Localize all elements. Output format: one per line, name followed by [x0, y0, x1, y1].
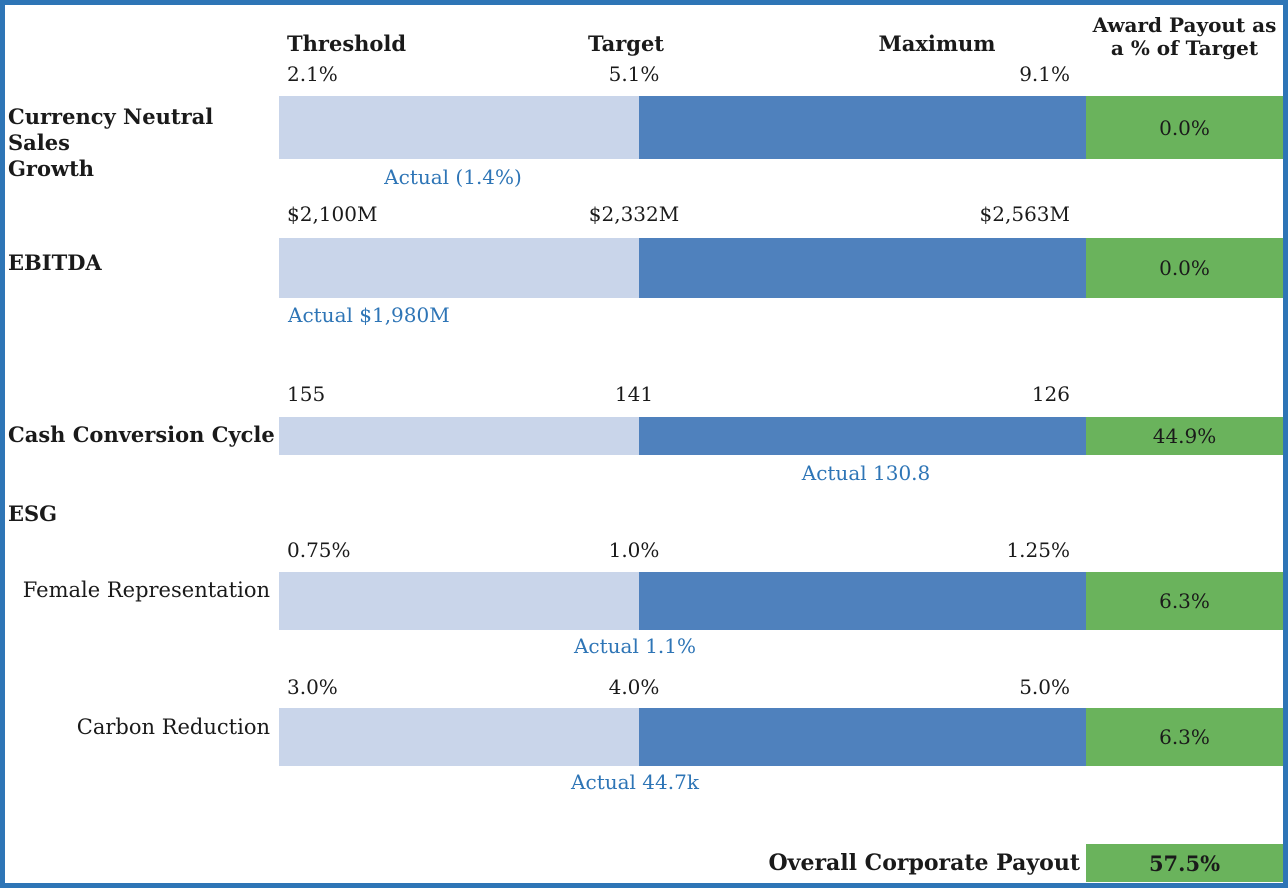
award-payout-column-header: Award Payout as a % of Target: [1092, 13, 1277, 60]
threshold-to-target-bar-segment: [279, 417, 639, 455]
maximum-column-header: Maximum: [878, 31, 996, 56]
target-value: 4.0%: [608, 675, 660, 699]
target-to-maximum-bar-segment: [639, 96, 1086, 159]
metric-label: Female Representation: [22, 578, 270, 602]
metric-label: Currency Neutral Sales Growth: [8, 104, 214, 181]
esg-section-header: ESG: [8, 501, 58, 526]
actual-value-label: Actual 130.8: [801, 461, 931, 485]
maximum-value: $2,563M: [979, 202, 1070, 226]
payout-box: 6.3%: [1086, 708, 1283, 766]
payout-box: 6.3%: [1086, 572, 1283, 630]
payout-box: 44.9%: [1086, 417, 1283, 455]
threshold-to-target-bar-segment: [279, 708, 639, 766]
target-to-maximum-bar-segment: [639, 417, 1086, 455]
actual-value-label: Actual 44.7k: [571, 770, 699, 794]
threshold-to-target-bar-segment: [279, 238, 639, 298]
overall-payout-label: Overall Corporate Payout: [768, 850, 1080, 876]
actual-value-label: Actual (1.4%): [384, 165, 522, 189]
threshold-to-target-bar-segment: [279, 572, 639, 630]
threshold-to-target-bar-segment: [279, 96, 639, 159]
threshold-value: 0.75%: [287, 538, 351, 562]
target-to-maximum-bar-segment: [639, 708, 1086, 766]
metric-label: Carbon Reduction: [76, 715, 270, 739]
payout-box: 0.0%: [1086, 238, 1283, 298]
threshold-value: $2,100M: [287, 202, 378, 226]
threshold-value: 2.1%: [287, 62, 338, 86]
maximum-value: 9.1%: [1019, 62, 1070, 86]
target-value: 1.0%: [608, 538, 660, 562]
maximum-value: 126: [1031, 382, 1070, 406]
actual-value-label: Actual 1.1%: [573, 634, 697, 658]
actual-value-label: Actual $1,980M: [288, 303, 450, 327]
metric-label: EBITDA: [8, 250, 102, 275]
payout-box: 0.0%: [1086, 96, 1283, 159]
overall-payout-box: 57.5%: [1086, 844, 1283, 882]
threshold-value: 3.0%: [287, 675, 338, 699]
threshold-column-header: Threshold: [287, 31, 407, 56]
threshold-value: 155: [287, 382, 326, 406]
target-value: 5.1%: [608, 62, 660, 86]
maximum-value: 1.25%: [1006, 538, 1070, 562]
target-column-header: Target: [587, 31, 665, 56]
target-to-maximum-bar-segment: [639, 572, 1086, 630]
target-value: 141: [614, 382, 654, 406]
metric-label: Cash Conversion Cycle: [8, 422, 275, 447]
target-value: $2,332M: [588, 202, 680, 226]
target-to-maximum-bar-segment: [639, 238, 1086, 298]
maximum-value: 5.0%: [1019, 675, 1070, 699]
